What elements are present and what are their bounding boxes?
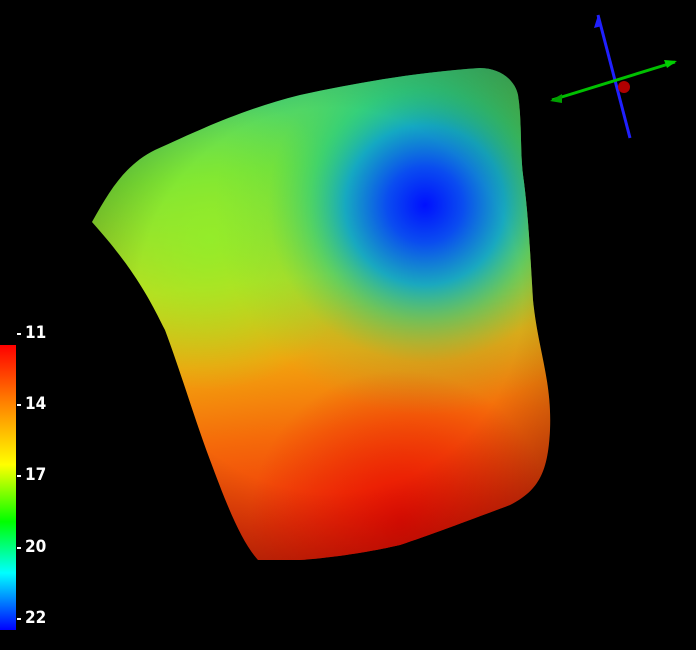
colorbar-tick-mark	[17, 475, 21, 477]
y-axis-line	[596, 14, 632, 139]
x-axis-tail	[550, 94, 562, 103]
orientation-axes-icon[interactable]	[540, 10, 690, 150]
colorbar-tick-mark	[17, 404, 21, 406]
colorbar-tick-mark	[17, 618, 21, 620]
colorbar-tick-label: 17	[25, 465, 47, 485]
z-axis-marker	[618, 81, 630, 93]
colorbar	[0, 345, 16, 630]
x-axis-line	[551, 60, 676, 102]
colorbar-tick-mark	[17, 333, 21, 335]
colorbar-tick-mark	[17, 547, 21, 549]
colorbar-tick-label-min: 22	[25, 608, 47, 628]
colorbar-tick-label: 14	[25, 394, 47, 414]
colorbar-tick-label: 20	[25, 537, 47, 557]
y-axis-arrowhead	[594, 15, 602, 28]
colorbar-gradient	[0, 345, 16, 630]
x-axis-arrowhead	[664, 60, 677, 68]
colorbar-tick-label-max: 11	[25, 323, 47, 343]
